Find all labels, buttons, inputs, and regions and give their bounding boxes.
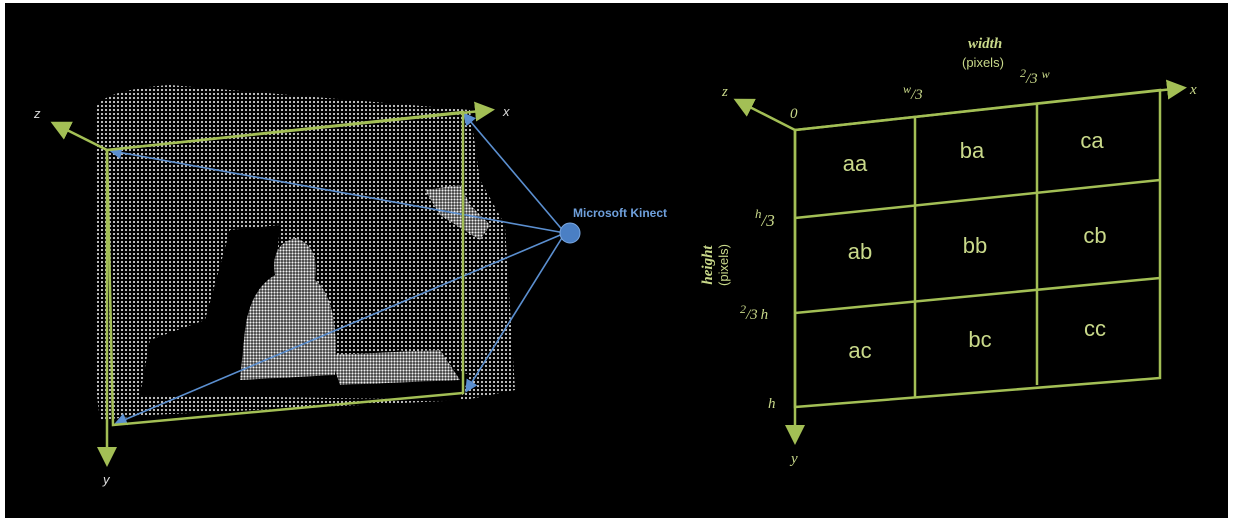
point-cloud — [95, 85, 515, 420]
height-unit: (pixels) — [716, 244, 731, 286]
axis-label: x — [1189, 82, 1197, 98]
cell-label: aa — [843, 151, 868, 176]
left-axes — [50, 101, 495, 467]
cell-label: ac — [848, 338, 871, 363]
height-title: height — [700, 245, 716, 285]
fraction-label: 2/3 h — [740, 302, 768, 323]
fraction-sup: w — [903, 82, 911, 96]
fraction-sup: h — [755, 206, 762, 221]
fraction-rest: /3 — [761, 211, 775, 230]
fraction-label: h/3 — [755, 206, 775, 230]
cell-label: bb — [963, 233, 987, 258]
fraction-tail: w — [1042, 67, 1050, 81]
sensor-label: Microsoft Kinect — [573, 206, 667, 220]
cell-label: ba — [960, 138, 985, 163]
kinect-rays — [108, 112, 566, 426]
axis-label: z — [33, 106, 41, 121]
h-label: h — [768, 396, 776, 412]
fraction-label: 2/3 w — [1020, 66, 1050, 87]
axis-label: x — [502, 104, 510, 119]
fraction-label: w/3 — [903, 82, 923, 103]
fraction-rest: /3 — [1025, 71, 1038, 87]
kinect-sensor — [559, 222, 581, 244]
axis-label: y — [102, 472, 111, 487]
fraction-sup: 2 — [1020, 66, 1026, 80]
width-title: width — [968, 36, 1002, 52]
cell-label: ca — [1080, 128, 1104, 153]
cell-label: cb — [1083, 223, 1106, 248]
grid — [733, 79, 1187, 445]
fraction-tail: h — [761, 307, 769, 323]
cell-label: cc — [1084, 316, 1106, 341]
axis-label: y — [789, 451, 798, 467]
fraction-rest: /3 — [910, 87, 923, 103]
axis-label: z — [721, 84, 728, 100]
fraction-sup: 2 — [740, 302, 746, 316]
width-unit: (pixels) — [962, 55, 1004, 70]
origin: 0 — [790, 106, 798, 122]
cell-label: bc — [968, 327, 991, 352]
cell-label: ab — [848, 239, 872, 264]
fraction-rest: /3 — [745, 307, 758, 323]
